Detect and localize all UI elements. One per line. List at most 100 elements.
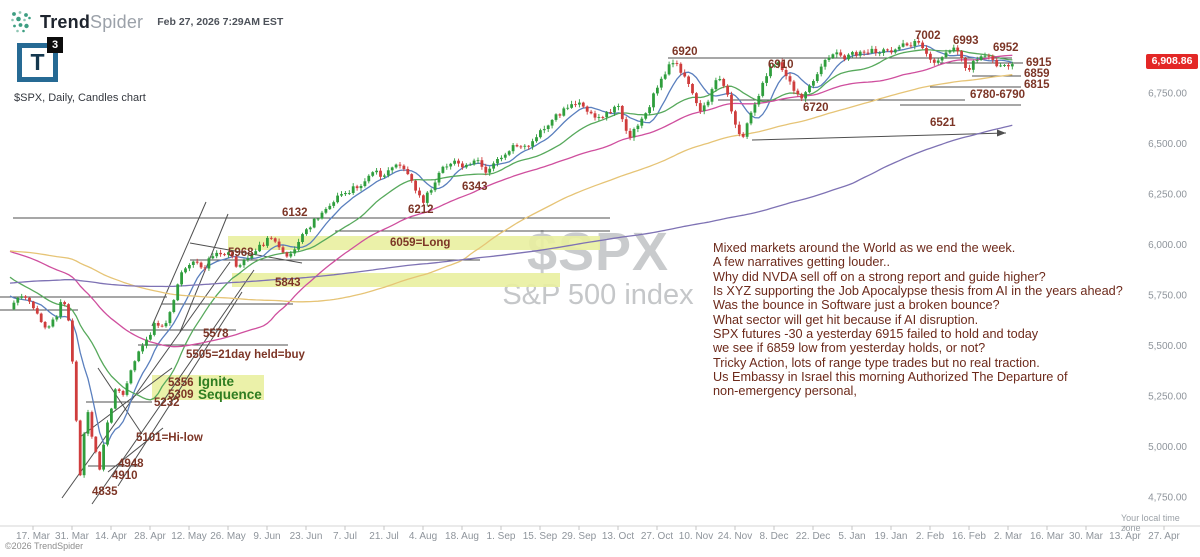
- sma8-line: [9, 44, 1013, 444]
- t3-letter: T: [30, 49, 45, 75]
- candle-body: [667, 64, 671, 75]
- candle-body: [340, 194, 343, 196]
- candle-body: [932, 59, 936, 63]
- x-axis-label: 1. Sep: [487, 531, 516, 542]
- candle-body: [968, 68, 971, 70]
- candle-body: [1007, 65, 1010, 67]
- candle-body: [468, 164, 472, 166]
- candle-body: [566, 107, 570, 109]
- level-label: 5843: [275, 277, 301, 289]
- level-label: 5309: [168, 389, 194, 401]
- candle-body: [344, 193, 347, 195]
- candle-body: [745, 123, 749, 137]
- candle-body: [82, 433, 86, 476]
- candle-body: [250, 254, 254, 259]
- candle-body: [472, 160, 476, 165]
- candle-body: [773, 65, 776, 67]
- level-label: 6859: [1024, 68, 1050, 80]
- level-label: 5232: [154, 397, 180, 409]
- candle-body: [925, 48, 928, 54]
- candle-body: [519, 146, 523, 148]
- candle-body: [90, 412, 94, 437]
- candle-body: [43, 322, 47, 328]
- candle-body: [578, 102, 581, 105]
- candle-body: [59, 302, 63, 317]
- candle-body: [488, 168, 492, 173]
- candle-body: [441, 166, 445, 173]
- candle-body: [117, 389, 121, 391]
- candle-body: [51, 319, 55, 327]
- candle-body: [979, 56, 983, 60]
- candle-body: [492, 163, 495, 169]
- x-axis-label: 14. Apr: [95, 531, 127, 542]
- candle-body: [991, 56, 995, 60]
- candle-body: [917, 41, 921, 43]
- candle-body: [749, 112, 753, 124]
- x-axis-label: 12. May: [171, 531, 207, 542]
- commentary-line: we see if 6859 low from yesterday holds,…: [713, 341, 986, 356]
- candle-body: [683, 72, 687, 77]
- trend-line: [61, 261, 231, 499]
- candle-body: [901, 43, 905, 47]
- candle-body: [823, 60, 827, 67]
- candle-body: [281, 247, 285, 253]
- x-axis-label: 5. Jan: [838, 531, 865, 542]
- candle-body: [851, 52, 854, 55]
- candle-body: [312, 218, 316, 228]
- candle-body: [691, 84, 694, 94]
- candle-body: [796, 90, 800, 95]
- candle-body: [227, 252, 230, 255]
- candle-body: [597, 117, 601, 118]
- trend-line: [179, 213, 229, 333]
- candle-body: [964, 58, 967, 68]
- candle-body: [355, 186, 359, 189]
- candle-body: [831, 54, 835, 58]
- candle-body: [929, 53, 932, 60]
- candle-body: [363, 181, 367, 186]
- candle-body: [585, 106, 589, 112]
- candle-body: [523, 145, 527, 147]
- level-label: 6910: [768, 59, 794, 71]
- t3-logo-number: 3: [47, 37, 63, 53]
- candle-body: [542, 129, 546, 131]
- candle-body: [453, 160, 456, 164]
- candle-body: [636, 125, 640, 129]
- arrow-head-icon: [997, 129, 1006, 137]
- candle-body: [632, 129, 636, 138]
- candle-body: [800, 94, 804, 99]
- candle-body: [535, 137, 538, 142]
- x-axis-label: 16. Mar: [1030, 531, 1065, 542]
- candle-body: [429, 190, 433, 193]
- candle-body: [500, 157, 503, 160]
- candle-body: [886, 49, 889, 51]
- candle-body: [827, 57, 831, 60]
- level-label: 6815: [1024, 79, 1050, 91]
- candle-body: [784, 70, 788, 77]
- candle-body: [106, 422, 109, 445]
- commentary-line: non-emergency personal,: [713, 384, 857, 399]
- candle-body: [940, 57, 944, 61]
- level-label: 5356: [168, 377, 194, 389]
- commentary-line: Was the bounce in Software just a broken…: [713, 298, 1000, 313]
- candle-body: [121, 391, 125, 395]
- candle-body: [640, 118, 644, 126]
- candle-body: [74, 361, 78, 421]
- candle-body: [550, 120, 554, 126]
- trend-line: [107, 427, 164, 473]
- commentary-line: Tricky Action, lots of range type trades…: [713, 355, 1040, 370]
- candle-body: [102, 444, 105, 470]
- candle-body: [461, 163, 464, 168]
- commentary-line: A few narratives getting louder..: [713, 255, 891, 270]
- candle-body: [866, 52, 870, 54]
- candle-body: [815, 74, 819, 81]
- candle-body: [882, 49, 885, 53]
- candle-body: [531, 141, 534, 147]
- candle-body: [20, 296, 24, 298]
- candle-body: [379, 170, 382, 177]
- annotation-label: Sequence: [198, 387, 262, 402]
- candle-body: [328, 205, 332, 210]
- candle-body: [652, 93, 655, 108]
- candle-body: [262, 244, 265, 246]
- candle-body: [648, 107, 651, 114]
